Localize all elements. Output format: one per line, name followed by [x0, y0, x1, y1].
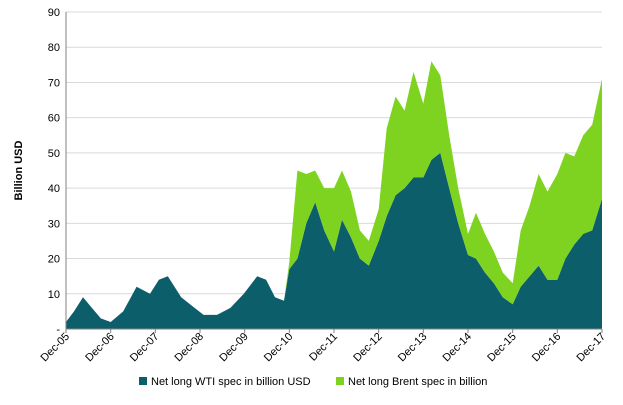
y-tick-labels: - 10 20 30 40 50 60 70 80 90: [48, 7, 61, 336]
y-tick-label: 50: [48, 148, 60, 160]
series-area-1: [66, 152, 602, 329]
x-tick-label: Dec-08: [173, 331, 207, 365]
x-tick-label: Dec-11: [307, 331, 340, 364]
legend-swatch-2: [336, 377, 344, 385]
x-tick-label: Dec-14: [441, 331, 475, 365]
y-axis-title: Billion USD: [13, 141, 25, 201]
x-tick-label: Dec-09: [217, 331, 251, 365]
y-tick-label: 20: [48, 254, 60, 266]
series-areas: [66, 61, 602, 329]
x-tick-label: Dec-13: [396, 331, 430, 365]
y-tick-label: 10: [48, 289, 60, 301]
legend-swatch-1: [139, 377, 147, 385]
x-tick-label: Dec-10: [262, 331, 296, 365]
legend-label-2: Net long Brent spec in billion: [348, 376, 487, 388]
y-tick-label: 30: [48, 218, 60, 230]
x-tick-label: Dec-07: [128, 331, 162, 365]
y-tick-label: 80: [48, 42, 60, 54]
y-tick-label: -: [56, 324, 60, 336]
x-tick-label: Dec-06: [83, 331, 117, 365]
x-tick-label: Dec-12: [351, 331, 385, 365]
axes: [65, 12, 603, 333]
y-tick-label: 60: [48, 113, 60, 125]
x-tick-label: Dec-17: [575, 331, 609, 365]
legend: Net long WTI spec in billion USD Net long…: [139, 376, 487, 388]
x-tick-label: Dec-05: [39, 331, 73, 365]
y-tick-label: 70: [48, 77, 60, 89]
x-tick-label: Dec-16: [530, 331, 564, 365]
legend-label-1: Net long WTI spec in billion USD: [151, 376, 311, 388]
x-tick-labels: Dec-05 Dec-06 Dec-07 Dec-08 Dec-09 Dec-10 Dec-…: [39, 331, 609, 365]
series-area-2: [66, 61, 602, 323]
gridlines: [66, 11, 602, 295]
y-tick-label: 90: [48, 7, 60, 19]
x-tick-label: Dec-15: [485, 331, 519, 365]
y-tick-label: 40: [48, 183, 60, 195]
